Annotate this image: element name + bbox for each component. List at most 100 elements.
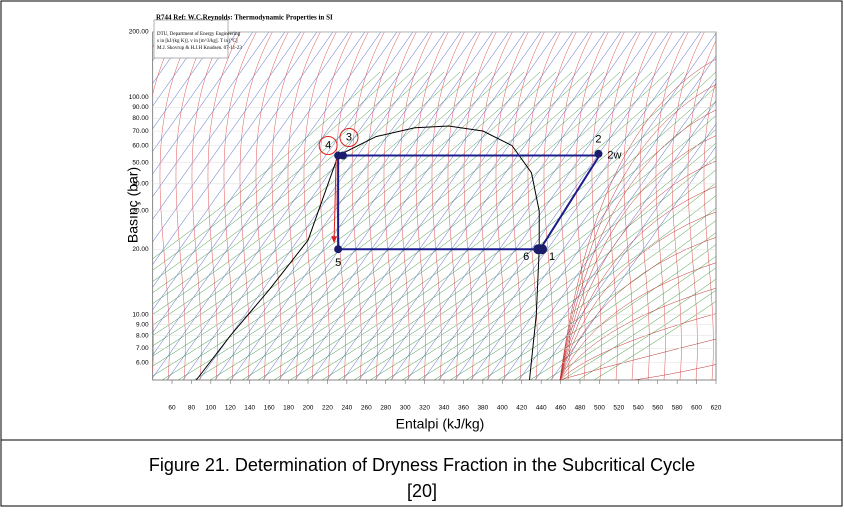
x-tick-label: 580 (672, 405, 683, 412)
isentrope (152, 32, 190, 84)
x-tick-label: 120 (225, 405, 236, 412)
x-tick-label: 360 (458, 405, 469, 412)
isentrope (152, 32, 366, 333)
isotherm-vapor (559, 84, 717, 380)
isochore (273, 71, 685, 380)
isentrope (422, 32, 670, 380)
state-label: 3 (346, 131, 352, 143)
header-line: s in [kJ/(kg K)]. v in [m^3/kg]. T in [º… (157, 38, 238, 44)
y-tick-label: 80.00 (132, 115, 149, 122)
state-point (334, 151, 343, 160)
highlight-ring (318, 136, 338, 156)
isochore (152, 71, 429, 294)
isentrope (152, 32, 318, 266)
isochore (152, 71, 397, 271)
isentrope (470, 32, 717, 380)
x-tick-label: 220 (322, 405, 333, 412)
isentrope (198, 32, 446, 380)
state-point (594, 149, 603, 158)
isochore (152, 71, 461, 315)
isochore (152, 71, 557, 377)
x-tick-label: 200 (303, 405, 314, 412)
x-tick-label: 260 (361, 405, 372, 412)
state-label: 6 (523, 251, 529, 263)
isochore (337, 100, 717, 380)
isentrope (454, 32, 702, 380)
isochore (152, 71, 477, 326)
y-tick-label: 8.00 (136, 332, 149, 339)
y-tick-label: 10.00 (132, 311, 149, 318)
y-tick-label: 90.00 (132, 104, 149, 111)
isentrope (518, 100, 717, 380)
isentrope (438, 32, 686, 380)
arrow-head (331, 236, 338, 244)
state-label: 4 (325, 139, 331, 151)
isentrope (326, 32, 574, 380)
x-axis-label: Entalpi (kJ/kg) (396, 416, 485, 432)
isochore (257, 71, 669, 380)
y-tick-label: 100.00 (129, 94, 149, 101)
x-tick-label: 600 (691, 405, 702, 412)
isentrope (310, 32, 558, 380)
isochore (353, 115, 717, 380)
x-tick-label: 380 (477, 405, 488, 412)
x-tick-label: 140 (244, 405, 255, 412)
isotherm (655, 32, 689, 380)
isentrope (152, 32, 270, 198)
y-tick-label: 30.00 (132, 208, 149, 215)
isentrope (152, 32, 206, 107)
isochore (497, 232, 717, 380)
isochore (449, 195, 717, 380)
isochore (561, 278, 717, 380)
x-tick-label: 300 (400, 405, 411, 412)
isotherm (623, 32, 657, 380)
x-tick-label: 480 (575, 405, 586, 412)
isentrope (486, 55, 717, 380)
x-tick-label: 280 (380, 405, 391, 412)
isotherm-vapor (559, 58, 717, 380)
highlight-ring (339, 128, 359, 148)
isentrope (152, 32, 350, 311)
isochore (433, 182, 717, 380)
isentrope (534, 123, 717, 380)
isotherm-vapor (559, 262, 717, 380)
isochore (465, 207, 717, 380)
isochore (161, 71, 573, 380)
isotherm (607, 32, 641, 380)
isotherm-vapor (559, 211, 717, 380)
isentrope (550, 146, 717, 380)
isentrope (152, 32, 382, 356)
isotherm (591, 32, 625, 380)
x-tick-label: 100 (205, 405, 216, 412)
isochore (152, 71, 381, 260)
caption: Figure 21. Determination of Dryness Frac… (149, 455, 695, 475)
header-title: R744 Ref: W.C.Reynolds: Thermodynamic Pr… (156, 14, 333, 22)
x-tick-label: 400 (497, 405, 508, 412)
x-tick-label: 340 (439, 405, 450, 412)
isochore (152, 71, 445, 304)
isotherm-vapor (559, 109, 717, 380)
isentrope (152, 32, 398, 379)
state-point (533, 244, 544, 255)
x-tick-label: 500 (594, 405, 605, 412)
y-tick-label: 40.00 (132, 181, 149, 188)
isochore (152, 71, 493, 336)
x-tick-label: 80 (188, 405, 196, 412)
x-tick-label: 160 (264, 405, 275, 412)
isentrope (246, 32, 494, 380)
isochore (593, 301, 717, 380)
y-tick-label: 20.00 (132, 246, 149, 253)
isentrope (262, 32, 510, 380)
isentrope (390, 32, 638, 380)
isentrope (152, 32, 222, 130)
caption: [20] (407, 481, 437, 501)
y-tick-label: 50.00 (132, 159, 149, 166)
isochore (152, 71, 413, 282)
y-tick-label: 200.00 (129, 29, 149, 36)
x-tick-label: 620 (711, 405, 722, 412)
y-tick-label: 7.00 (136, 345, 149, 352)
state-label: 1 (549, 251, 555, 263)
x-tick-label: 60 (168, 405, 176, 412)
state-label: 2 (595, 134, 601, 146)
